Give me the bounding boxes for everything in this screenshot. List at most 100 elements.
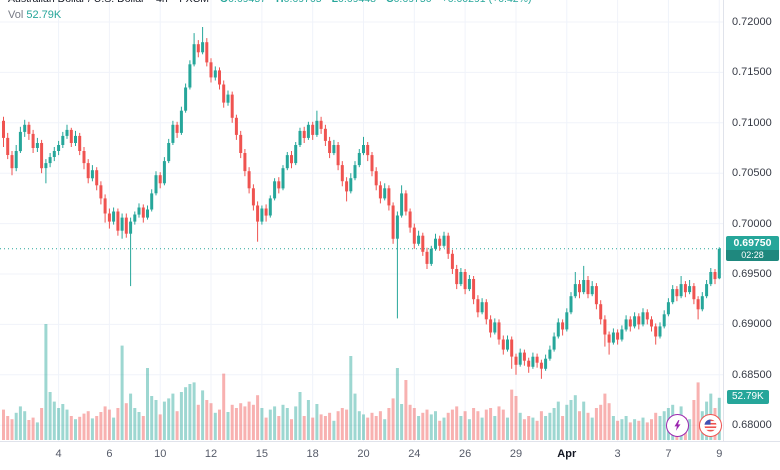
candle-body <box>345 181 349 192</box>
price-axis[interactable]: 0.69750 02:28 52.79K 0.72000 0.71500 0.710… <box>723 0 780 441</box>
candle-body <box>247 171 251 189</box>
candle-body <box>400 193 404 216</box>
volume-bar <box>222 373 226 440</box>
volume-bar <box>349 356 353 440</box>
volume-bar <box>184 387 188 440</box>
candle-body <box>315 120 319 135</box>
candle-body <box>578 284 581 293</box>
candle-body <box>306 124 310 138</box>
time-axis[interactable]: 4 6 10 12 15 18 20 24 26 29 Apr 3 7 9 <box>0 441 780 470</box>
volume-bar <box>578 411 581 440</box>
volume-bar <box>467 419 471 440</box>
volume-bar <box>44 324 48 440</box>
candle-body <box>349 178 353 192</box>
candle-body <box>429 248 433 264</box>
candle-body <box>374 171 378 186</box>
volume-bar <box>90 418 94 440</box>
volume-bar <box>624 416 628 440</box>
candle-body <box>641 312 645 325</box>
candle-body <box>69 129 73 143</box>
volume-bar <box>480 417 484 440</box>
candle-body <box>408 211 412 228</box>
candle-body <box>700 296 704 310</box>
candle-body <box>196 44 200 53</box>
candle-body <box>544 358 548 369</box>
candle-body <box>48 157 52 164</box>
candle-body <box>467 279 471 290</box>
candle-body <box>463 272 467 290</box>
candle-body <box>192 44 196 65</box>
lightning-event-icon[interactable] <box>666 414 689 437</box>
volume-bar <box>611 416 615 440</box>
candle-body <box>412 227 416 244</box>
candle-body <box>628 319 632 327</box>
volume-bar <box>383 419 387 440</box>
volume-bar <box>285 408 289 440</box>
volume-bar <box>298 392 302 440</box>
candle-body <box>662 314 666 327</box>
candle-body <box>489 319 493 333</box>
candle-body <box>146 209 149 218</box>
candle-body <box>450 253 454 269</box>
volume-bar <box>527 416 531 440</box>
volume-bar <box>438 420 442 440</box>
time-tick-label: 7 <box>665 448 672 460</box>
price-chart-canvas[interactable] <box>0 0 723 441</box>
volume-bar <box>599 404 603 440</box>
candle-body <box>319 120 323 129</box>
us-flag-event-icon[interactable] <box>699 414 722 437</box>
candle-body <box>620 329 624 340</box>
volume-bar <box>366 417 370 440</box>
volume-bar <box>417 416 421 440</box>
candle-body <box>455 269 459 285</box>
volume-bar <box>268 409 272 440</box>
volume-axis-badge: 52.79K <box>727 389 769 404</box>
candle-body <box>103 198 107 214</box>
volume-bar <box>52 401 56 440</box>
us-flag-icon <box>704 419 717 432</box>
candle-body <box>522 352 526 361</box>
candle-body <box>40 143 44 169</box>
volume-bar <box>412 408 416 440</box>
candle-body <box>52 151 56 157</box>
candle-body <box>552 336 556 350</box>
volume-bar <box>641 417 645 440</box>
candle-body <box>27 124 31 134</box>
volume-bar <box>688 419 692 440</box>
volume-bar <box>40 408 44 440</box>
candle-body <box>230 94 234 118</box>
volume-bar <box>476 411 480 440</box>
volume-bar <box>387 408 391 440</box>
volume-bar <box>582 401 586 440</box>
volume-bar <box>226 412 230 440</box>
volume-bar <box>548 412 552 440</box>
volume-bar <box>658 416 662 440</box>
volume-bar <box>57 408 61 440</box>
candle-body <box>645 312 649 320</box>
volume-bar <box>247 401 251 440</box>
candle-body <box>472 279 476 300</box>
candle-body <box>281 168 285 189</box>
candle-body <box>234 117 238 135</box>
candle-body <box>637 316 641 325</box>
time-tick-label: 12 <box>204 448 218 460</box>
candle-body <box>222 84 226 103</box>
candle-body <box>438 238 442 246</box>
volume-bar <box>561 416 565 440</box>
time-tick-label: 20 <box>357 448 370 460</box>
candle-body <box>417 235 421 244</box>
volume-bar <box>400 404 404 440</box>
volume-bar <box>586 412 590 440</box>
volume-bar <box>472 408 476 440</box>
volume-bar <box>484 409 488 440</box>
volume-bar <box>319 414 323 440</box>
volume-bar <box>116 408 120 440</box>
volume-bar <box>264 417 268 440</box>
candle-body <box>209 62 213 78</box>
volume-bar <box>179 392 183 440</box>
volume-bar <box>594 408 598 440</box>
volume-bar <box>290 419 293 440</box>
volume-bar <box>518 412 522 440</box>
candle-body <box>171 124 175 143</box>
candle-body <box>311 124 315 135</box>
